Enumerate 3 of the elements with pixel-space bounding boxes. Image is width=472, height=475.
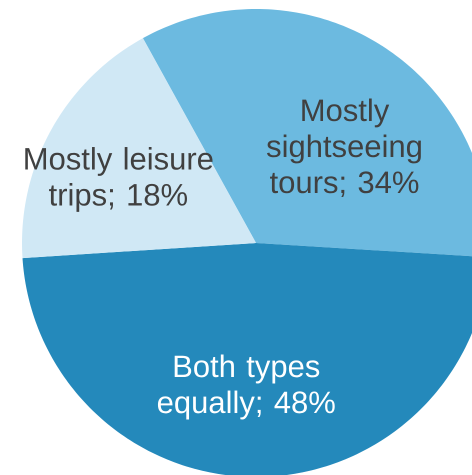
data-label: Mostly sightseeing tours; 34% [266, 98, 421, 197]
data-label: Both types equally; 48% [158, 354, 335, 420]
data-label: Mostly leisure trips; 18% [25, 147, 213, 212]
